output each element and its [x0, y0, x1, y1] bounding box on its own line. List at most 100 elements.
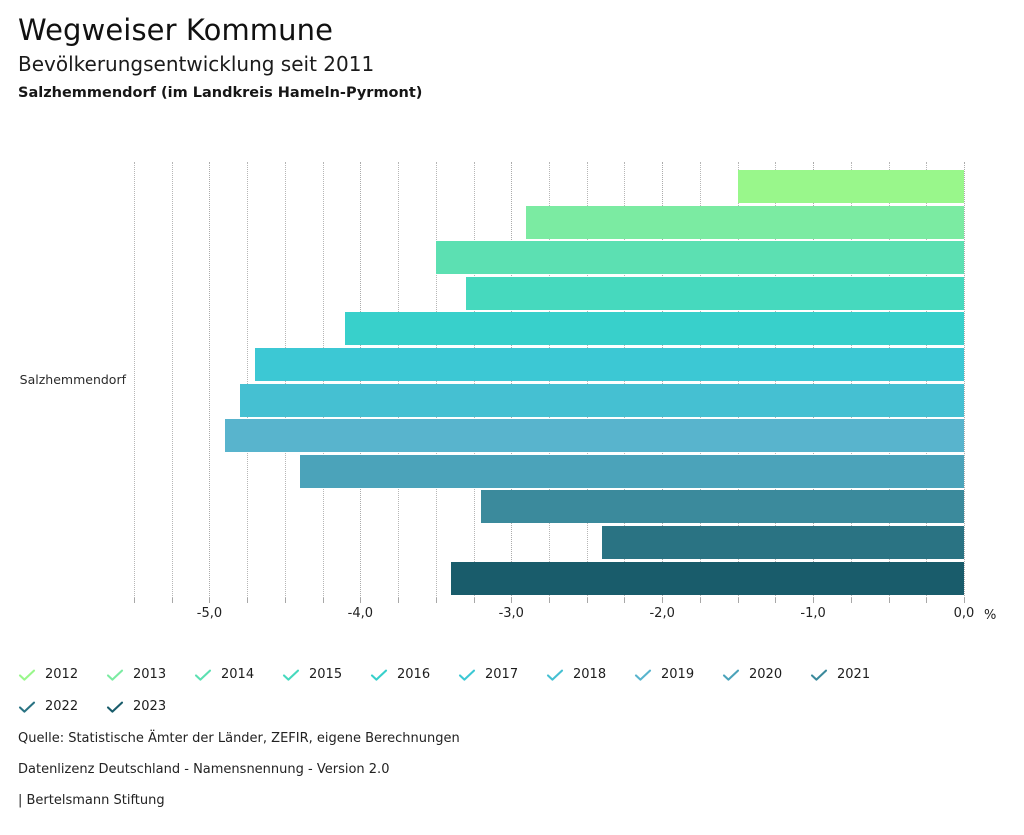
gridline	[737, 162, 739, 598]
legend-item-2016[interactable]: 2016	[370, 667, 458, 681]
x-tick-label: -3,0	[498, 606, 524, 621]
bar-2012[interactable]	[737, 170, 964, 203]
gridline	[775, 162, 777, 598]
legend-item-label: 2019	[661, 666, 695, 682]
legend-item-2022[interactable]: 2022	[18, 699, 106, 713]
tickmark	[813, 598, 815, 603]
gridline	[247, 162, 249, 598]
tickmark	[549, 598, 550, 603]
tickmark	[737, 598, 739, 603]
tickmark	[473, 598, 475, 603]
x-axis-tick-labels: -5,0 -4,0 -3,0 -2,0 -1,0 0,0	[0, 606, 1024, 628]
tickmark	[360, 598, 362, 603]
legend-item-2012[interactable]: 2012	[18, 667, 106, 681]
footer-license: Datenlizenz Deutschland - Namensnennung …	[18, 762, 390, 777]
check-icon	[810, 667, 828, 681]
region-label: Salzhemmendorf (im Landkreis Hameln-Pyrm…	[18, 85, 423, 102]
legend-item-label: 2021	[837, 666, 871, 682]
legend-item-label: 2020	[749, 666, 783, 682]
check-icon	[722, 667, 740, 681]
bar-series-group	[134, 162, 964, 598]
page-header: Wegweiser Kommune Bevölkerungsentwicklun…	[18, 13, 998, 102]
tickmark	[586, 598, 588, 603]
x-tick-label: -2,0	[649, 606, 675, 621]
bar-2015[interactable]	[466, 276, 964, 310]
bar-2019[interactable]	[224, 419, 964, 453]
legend-item-2014[interactable]: 2014	[194, 667, 282, 681]
legend-item-label: 2015	[309, 666, 343, 682]
legend-item-label: 2018	[573, 666, 607, 682]
gridline	[360, 162, 362, 598]
check-icon	[194, 667, 212, 681]
legend-item-label: 2012	[45, 666, 79, 682]
legend-item-2017[interactable]: 2017	[458, 667, 546, 681]
check-icon	[370, 667, 388, 681]
gridline	[699, 162, 701, 598]
legend-item-2021[interactable]: 2021	[810, 667, 898, 681]
bar-2022[interactable]	[601, 526, 964, 559]
tickmark	[775, 598, 777, 603]
legend-item-2023[interactable]: 2023	[106, 699, 194, 713]
x-tick-label: -1,0	[800, 606, 826, 621]
legend-item-2013[interactable]: 2013	[106, 667, 194, 681]
check-icon	[546, 667, 564, 681]
legend-item-label: 2017	[485, 666, 519, 682]
check-icon	[18, 667, 36, 681]
footer-organisation: | Bertelsmann Stiftung	[18, 793, 165, 808]
page-title: Wegweiser Kommune	[18, 13, 334, 47]
check-icon	[106, 699, 124, 713]
bar-2020[interactable]	[300, 454, 964, 488]
check-icon	[106, 667, 124, 681]
legend-item-label: 2022	[45, 698, 79, 714]
tickmark	[134, 598, 135, 603]
gridline	[209, 162, 211, 598]
tickmark	[209, 598, 211, 603]
legend-item-label: 2013	[133, 666, 167, 682]
tickmark	[699, 598, 701, 603]
gridline	[284, 162, 286, 598]
footer-source: Quelle: Statistische Ämter der Länder, Z…	[18, 731, 460, 746]
legend-item-2018[interactable]: 2018	[546, 667, 634, 681]
tickmark	[926, 598, 928, 603]
gridline	[473, 162, 475, 598]
legend-item-2020[interactable]: 2020	[722, 667, 810, 681]
gridline	[926, 162, 928, 598]
tickmark	[398, 598, 400, 603]
x-axis-unit-label: %	[984, 608, 997, 623]
gridline	[813, 162, 815, 598]
y-axis-category-label: Salzhemmendorf	[19, 372, 126, 387]
tickmark	[850, 598, 852, 603]
legend-item-2019[interactable]: 2019	[634, 667, 722, 681]
gridline	[171, 162, 173, 598]
gridline	[850, 162, 852, 598]
x-tick-label: -5,0	[196, 606, 223, 621]
legend-item-label: 2016	[397, 666, 431, 682]
gridline	[888, 162, 890, 598]
chart-legend[interactable]: 2012 2013 2014 2015 2016 2017 2018 2019 2020 2021…	[18, 658, 1008, 722]
bar-2014[interactable]	[435, 241, 964, 275]
gridline	[134, 162, 135, 598]
x-tick-label: 0,0	[953, 606, 975, 621]
bar-2017[interactable]	[254, 348, 964, 381]
tickmark	[624, 598, 626, 603]
gridline	[398, 162, 400, 598]
tickmark	[322, 598, 324, 603]
page-subtitle: Bevölkerungsentwicklung seit 2011	[18, 52, 375, 77]
x-tick-label: -4,0	[347, 606, 374, 621]
bar-2013[interactable]	[526, 205, 964, 239]
bar-2018[interactable]	[239, 383, 964, 417]
legend-item-label: 2014	[221, 666, 255, 682]
tickmark	[662, 598, 664, 603]
gridline	[435, 162, 437, 598]
legend-item-label: 2023	[133, 698, 167, 714]
tickmark	[171, 598, 173, 603]
bar-2016[interactable]	[345, 312, 964, 346]
legend-row: 2012 2013 2014 2015 2016 2017 2018 2019 2020 2021	[18, 658, 1008, 690]
check-icon	[458, 667, 476, 681]
gridline	[322, 162, 324, 598]
gridline	[662, 162, 664, 598]
check-icon	[282, 667, 300, 681]
bar-2021[interactable]	[481, 490, 964, 524]
bar-2023[interactable]	[450, 561, 964, 595]
legend-item-2015[interactable]: 2015	[282, 667, 370, 681]
